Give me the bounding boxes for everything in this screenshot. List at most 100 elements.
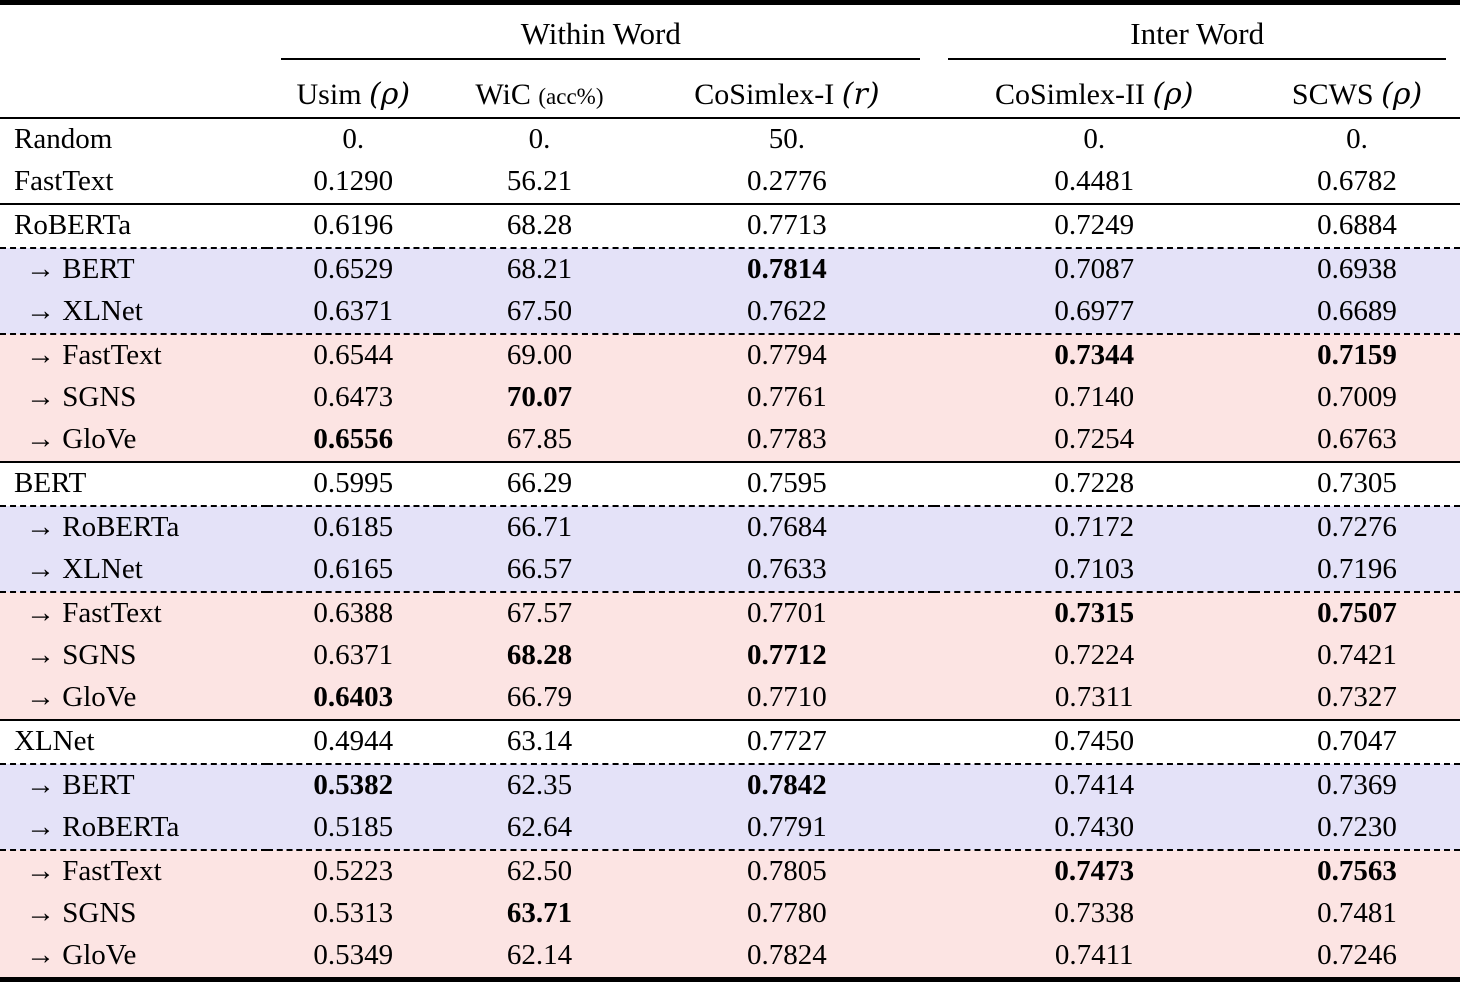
value-cell: 0.7780 xyxy=(747,897,827,930)
value-cell: 67.57 xyxy=(439,591,640,635)
value-cell: 0.7824 xyxy=(747,939,827,972)
value-cell: 0.6556 xyxy=(313,423,394,456)
value-cell: 62.64 xyxy=(506,811,573,844)
value-cell: 0.7311 xyxy=(1054,681,1134,714)
table-row: BERT 0.5995 66.29 0.7595 0.7228 0.7305 xyxy=(0,461,1460,506)
row-label: → SGNS xyxy=(26,897,137,930)
row-label: → GloVe xyxy=(26,939,137,972)
value-cell: 0.7622 xyxy=(747,295,827,328)
value-cell: 0.7254 xyxy=(1054,423,1135,456)
table-row: → XLNet 0.6165 66.57 0.7633 0.7103 0.7196 xyxy=(0,549,1460,592)
value-cell: 0.7327 xyxy=(1317,681,1397,714)
column-header-cosimlex-i: CoSimlex-I (r) xyxy=(639,60,935,119)
value-cell: 0.6529 xyxy=(267,247,440,291)
value-cell: 0.6473 xyxy=(313,381,394,414)
value-cell: 0.7794 xyxy=(639,333,935,377)
row-label: BERT xyxy=(0,461,268,506)
value-cell: 0.7805 xyxy=(639,849,935,893)
value-cell: 67.50 xyxy=(506,295,573,328)
value-cell: 0.7224 xyxy=(1054,639,1135,672)
value-cell: 0.7430 xyxy=(1054,811,1135,844)
column-name: CoSimlex-II xyxy=(994,78,1153,111)
table-row: → SGNS 0.6371 68.28 0.7712 0.7224 0.7421 xyxy=(0,635,1460,677)
value-cell: 63.14 xyxy=(439,719,640,764)
value-cell: 66.57 xyxy=(506,553,573,586)
value-cell: 0.7087 xyxy=(934,247,1255,291)
row-label: → GloVe xyxy=(26,681,137,714)
row-label: → BERT xyxy=(0,763,268,807)
value-cell: 0.7009 xyxy=(1317,381,1397,414)
value-cell: 0.6403 xyxy=(313,681,394,714)
table-row: RoBERTa 0.6196 68.28 0.7713 0.7249 0.6884 xyxy=(0,203,1460,248)
value-cell: 0.7507 xyxy=(1254,591,1460,635)
value-cell: 0.6977 xyxy=(1054,295,1135,328)
value-cell: 0.6371 xyxy=(313,295,394,328)
row-label: RoBERTa xyxy=(0,203,268,248)
value-cell: 0.7712 xyxy=(747,639,827,672)
value-cell: 0.7196 xyxy=(1317,553,1397,586)
value-cell: 0.7633 xyxy=(747,553,827,586)
value-cell: 66.79 xyxy=(506,681,573,714)
value-cell: 70.07 xyxy=(506,381,573,414)
value-cell: 0.7701 xyxy=(639,591,935,635)
value-cell: 66.29 xyxy=(439,461,640,506)
value-cell: 0.7249 xyxy=(934,203,1255,248)
value-cell: 0.7246 xyxy=(1317,939,1397,972)
value-cell: 0.6165 xyxy=(313,553,394,586)
value-cell: 0.4481 xyxy=(1054,165,1135,198)
column-header-wic: WiC (acc%) xyxy=(439,60,640,119)
row-label: → FastText xyxy=(0,591,268,635)
group-label-within-word: Within Word xyxy=(281,11,921,60)
value-cell: 0.7369 xyxy=(1254,763,1460,807)
value-cell: 0.1290 xyxy=(313,165,394,198)
value-cell: 0.7473 xyxy=(934,849,1255,893)
value-cell: 68.28 xyxy=(506,639,573,672)
row-label: → FastText xyxy=(0,849,268,893)
value-cell: 0.7842 xyxy=(639,763,935,807)
value-cell: 0.6782 xyxy=(1317,165,1397,198)
value-cell: 0.7315 xyxy=(934,591,1255,635)
value-cell: 0.5995 xyxy=(267,461,440,506)
value-cell: 0.6388 xyxy=(267,591,440,635)
value-cell: 67.85 xyxy=(506,423,573,456)
table-row: → SGNS 0.5313 63.71 0.7780 0.7338 0.7481 xyxy=(0,893,1460,935)
row-label: → XLNet xyxy=(26,295,143,328)
group-header-within-word: Within Word xyxy=(267,3,934,60)
row-label: → GloVe xyxy=(26,423,137,456)
value-cell: 0.7230 xyxy=(1317,811,1397,844)
value-cell: 0.7305 xyxy=(1254,461,1460,506)
table-row: → FastText 0.6388 67.57 0.7701 0.7315 0.7507 xyxy=(0,591,1460,635)
row-label: → SGNS xyxy=(26,381,137,414)
row-label: FastText xyxy=(14,165,114,198)
value-cell: 0.7791 xyxy=(747,811,827,844)
table-row: → RoBERTa 0.5185 62.64 0.7791 0.7430 0.7230 xyxy=(0,807,1460,850)
table-row: → XLNet 0.6371 67.50 0.7622 0.6977 0.6689 xyxy=(0,291,1460,334)
value-cell: 0.7411 xyxy=(1054,939,1134,972)
value-cell: 0.7159 xyxy=(1254,333,1460,377)
value-cell: 0.6763 xyxy=(1317,423,1397,456)
value-cell: 0.7228 xyxy=(934,461,1255,506)
value-cell: 0.7103 xyxy=(1054,553,1135,586)
value-cell: 0.6544 xyxy=(267,333,440,377)
column-header-row: Usim (ρ) WiC (acc%) CoSimlex-I (r) CoSimlex… xyxy=(0,60,1460,119)
value-cell: 0.7713 xyxy=(639,203,935,248)
value-cell: 0.7450 xyxy=(934,719,1255,764)
value-cell: 68.21 xyxy=(439,247,640,291)
value-cell: 62.14 xyxy=(506,939,573,972)
value-cell: 0.7338 xyxy=(1054,897,1135,930)
row-label: XLNet xyxy=(0,719,268,764)
value-cell: 0.6884 xyxy=(1254,203,1460,248)
column-name: WiC xyxy=(475,78,539,111)
value-cell: 0. xyxy=(1346,123,1368,156)
row-label: Random xyxy=(14,123,113,156)
value-cell: 0.7727 xyxy=(639,719,935,764)
value-cell: 62.50 xyxy=(439,849,640,893)
value-cell: 0.7481 xyxy=(1317,897,1397,930)
column-name: SCWS xyxy=(1291,78,1382,111)
value-cell: 63.71 xyxy=(506,897,573,930)
value-cell: 50. xyxy=(768,123,806,156)
value-cell: 0.6196 xyxy=(267,203,440,248)
table-row: → GloVe 0.6556 67.85 0.7783 0.7254 0.6763 xyxy=(0,419,1460,462)
value-cell: 0.6938 xyxy=(1254,247,1460,291)
value-cell: 0.5382 xyxy=(267,763,440,807)
